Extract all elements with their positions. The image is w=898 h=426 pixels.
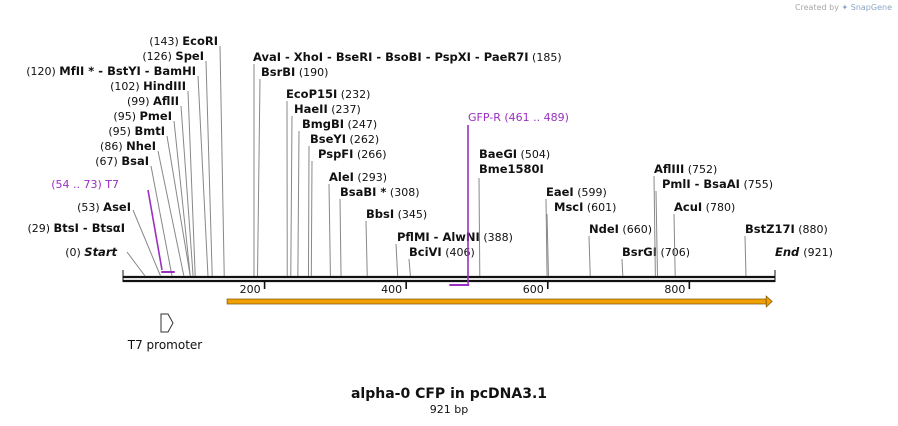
enzyme-cut-line [187,90,196,277]
enzyme-cut-line [328,183,331,277]
enzyme-label-right: HaeII (237) [294,102,361,116]
enzyme-cut-line [310,160,313,277]
primer-label-t7: (54 .. 73) T7 [51,178,119,191]
enzyme-cut-line [150,165,173,277]
enzyme-label-left: (67) BsaI [95,154,149,168]
enzyme-cut-line [365,220,368,277]
enzyme-cut-line [205,60,213,277]
enzyme-label-right: PflMI - AlwNI (388) [397,230,513,244]
enzyme-cut-line [621,258,624,277]
enzyme-label-right: AcuI (780) [674,200,735,214]
enzyme-label-left: (95) PmeI [113,109,172,123]
feature-label-t7-promoter: T7 promoter [127,338,203,352]
enzyme-cut-line [257,78,261,277]
enzyme-cut-line [339,198,342,277]
enzyme-cut-line [744,235,747,277]
enzyme-label-right: BstZ17I (880) [745,222,828,236]
ruler-tick-label: 400 [381,283,402,296]
enzyme-label-right: BsrGI (706) [622,245,690,259]
enzyme-label-left: (143) EcoRI [149,34,218,48]
sequence-length: 921 bp [429,403,469,416]
enzyme-cut-line [166,135,191,277]
enzyme-label-right: AleI (293) [329,170,387,184]
enzyme-label-left: (99) AflII [127,94,179,108]
enzyme-cut-line [290,115,293,277]
enzyme-cut-line [307,145,310,277]
ruler-tick-label: 800 [664,283,685,296]
ruler-tick-label: 200 [240,283,261,296]
enzyme-cut-line [297,130,300,277]
enzyme-label-right: EcoP15I (232) [286,87,370,101]
enzyme-label-right: AvaI - XhoI - BseRI - BsoBI - PspXI - Pa… [253,50,562,64]
enzyme-label-right: NdeI (660) [589,222,652,236]
enzyme-label-right: BciVI (406) [409,245,475,259]
enzyme-cut-line [197,75,209,277]
promoter-arrow-icon [160,313,174,333]
credit-brand: SnapGene [850,3,892,12]
enzyme-label-right: MscI (601) [554,200,616,214]
credit-prefix: Created by [794,3,839,12]
enzyme-cut-line [180,105,194,277]
enzyme-label-left: (86) NheI [100,139,156,153]
enzyme-cut-line [478,177,481,277]
enzyme-cut-line [126,251,146,277]
primer-leader-t7 [147,189,163,271]
enzyme-cut-line [408,258,411,277]
enzyme-label-left: (53) AseI [77,200,131,214]
enzyme-cut-line [173,120,191,277]
primer-label-gfp-r: GFP-R (461 .. 489) [468,111,569,124]
enzyme-label-right: AflIII (752) [654,162,717,176]
enzyme-cut-line [219,45,225,277]
enzyme-label-right: Bme1580I [479,162,544,176]
snapgene-credit: Created by ✦ SnapGene [795,3,892,12]
enzyme-cut-line [546,213,549,277]
enzyme-label-right: PspFI (266) [318,147,387,161]
sequence-map: 200 400 600 800 (29) BtsI - BtsαI (53) AseI (6… [26,34,833,352]
enzyme-cut-line [588,235,591,277]
enzyme-label-right: BbsI (345) [366,207,427,221]
enzyme-label-left: (126) SpeI [142,49,204,63]
enzyme-label-left: (29) BtsI - BtsαI [27,221,125,235]
enzyme-label-right: BsaBI * (308) [340,185,420,199]
enzyme-label-right: BmgBI (247) [302,117,377,131]
enzyme-label-left: (120) MfII * - BstYI - BamHI [26,64,196,78]
orf-arrow-body [226,298,767,305]
snapgene-logo-icon: ✦ [841,3,849,12]
enzyme-cut-line [395,243,399,277]
enzyme-label-right: PmlI - BsaAI (755) [662,177,773,191]
enzyme-cut-line [673,213,676,277]
enzyme-cut-line [157,150,185,277]
enzyme-cut-line [655,190,658,277]
enzyme-label-right: BaeGI (504) [479,147,550,161]
enzyme-cut-line [132,209,161,277]
enzyme-label-right: BsrBI (190) [261,65,328,79]
orf-arrow-head [765,295,773,308]
ruler-tick-label: 600 [523,283,544,296]
enzyme-cut-line [653,175,656,277]
enzyme-cut-line [545,198,548,277]
enzyme-label-left: (95) BmtI [108,124,165,138]
enzyme-label-right: EaeI (599) [546,185,607,199]
map-title: alpha-0 CFP in pcDNA3.1 [350,386,547,402]
enzyme-label-left: (102) HindIII [110,79,186,93]
end-label: End (921) [775,245,833,259]
enzyme-label-right: BseYI (262) [310,132,379,146]
start-label: (0) Start [65,245,117,259]
